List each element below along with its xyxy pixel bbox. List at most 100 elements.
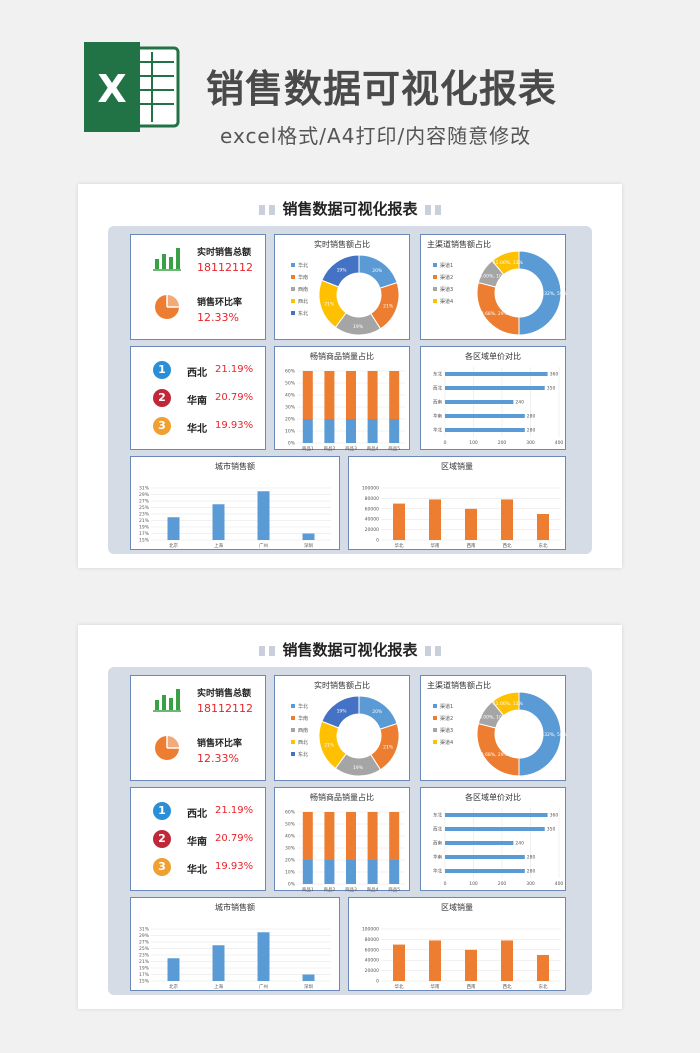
- y-tick-label: 15%: [139, 979, 150, 985]
- donut-data-label: 28.68%, 29%: [478, 311, 509, 317]
- x-tick-label: 深圳: [304, 983, 313, 990]
- rank-region-value: 20.79%: [215, 392, 254, 403]
- bar: [537, 955, 549, 981]
- legend-swatch: [291, 263, 295, 267]
- legend-label: 东北: [298, 310, 308, 317]
- page-title: 销售数据可视化报表: [206, 67, 558, 111]
- channel-pie-chart: 50.32%, 50% 渠道1 28.68%, 29% 渠道2 10.00%, 10% 渠…: [433, 250, 567, 336]
- legend-label: 渠道1: [440, 703, 453, 710]
- legend-label: 渠道1: [440, 262, 453, 269]
- y-tick-label: 17%: [139, 972, 150, 978]
- x-tick-label: 100: [469, 440, 478, 446]
- y-tick-label: 30%: [285, 405, 296, 411]
- sheet-preview-2: 销售数据可视化报表 实时销售总额 18112112 销售环比率 12.33%: [78, 625, 622, 1009]
- bar: [445, 869, 525, 873]
- bar: [429, 499, 441, 540]
- city-title: 城市销售额: [215, 462, 255, 471]
- y-tick-label: 40000: [365, 958, 379, 964]
- y-tick-label: 29%: [139, 933, 150, 939]
- legend-label: 华南: [298, 715, 308, 722]
- price-bar-chart: 0 100 200 300 400 东北 360 西北 350 西南 240 华南 280 华北 280: [433, 367, 563, 446]
- sales-ratio-value: 12.33%: [197, 311, 239, 324]
- bar-data-label: 350: [547, 827, 556, 833]
- kpi-panel: 实时销售总额 18112112 销售环比率 12.33%: [130, 675, 266, 781]
- donut-slice: [476, 281, 520, 336]
- bar-segment: [346, 371, 356, 419]
- legend-label: 华南: [298, 274, 308, 281]
- legend-swatch: [433, 275, 437, 279]
- bar-segment: [346, 860, 356, 884]
- y-tick-label: 27%: [139, 940, 150, 946]
- x-tick-label: 商品2: [323, 445, 335, 451]
- rank-region-name: 华北: [187, 424, 207, 435]
- y-tick-label: 0: [376, 979, 379, 985]
- bar: [465, 949, 477, 981]
- bar: [257, 491, 270, 540]
- channel-panel: 主渠道销售额占比 50.32%, 50% 渠道1 28.68%, 29% 渠道2 10.…: [420, 675, 567, 781]
- bar-segment: [324, 812, 335, 860]
- pie-chart-icon: [155, 736, 179, 760]
- legend-label: 渠道4: [440, 739, 453, 746]
- x-tick-label: 华南: [431, 983, 440, 990]
- y-tick-label: 西南: [433, 399, 442, 406]
- donut-data-label: 21%: [383, 304, 394, 310]
- region-title: 区域销量: [441, 462, 473, 471]
- y-tick-label: 10%: [285, 429, 296, 435]
- legend-label: 东北: [298, 751, 308, 758]
- city-bar-chart: 15%17%19%21%23%25%27%29%31% 北京 上海 广州 深圳: [139, 927, 331, 990]
- rank-badge: 1: [153, 361, 171, 379]
- bar: [445, 372, 548, 376]
- donut-data-label: 21%: [324, 302, 335, 308]
- region-panel: 区域销量 0 20000 40000 60000 80000 100000 华北 华南 西南 西北…: [348, 897, 566, 991]
- bar: [212, 504, 225, 540]
- kpi-panel: 实时销售总额 18112112 销售环比率 12.33%: [130, 234, 266, 340]
- hot-panel: 畅销商品销量占比 0% 10% 20% 30% 40% 50% 60% 商品1 商品2 商品3 商品…: [274, 346, 410, 451]
- y-tick-label: 29%: [139, 492, 150, 498]
- rank-badge: 3: [153, 417, 171, 435]
- realtime-panel: 实时销售额占比 20% 华北 21% 华南 19% 西南 21% 西北 19% 东北: [274, 675, 410, 781]
- region-bar-chart: 0 20000 40000 60000 80000 100000 华北 华南 西南 西北 东北: [362, 927, 561, 990]
- donut-data-label: 19%: [353, 765, 364, 771]
- bar-segment: [346, 419, 356, 443]
- total-sales-value: 18112112: [197, 702, 253, 715]
- y-tick-label: 10%: [285, 870, 296, 876]
- y-tick-label: 100000: [362, 486, 379, 492]
- legend-swatch: [291, 275, 295, 279]
- rank-region-name: 西北: [187, 368, 207, 379]
- bar: [465, 508, 477, 540]
- donut-slice: [518, 691, 562, 777]
- donut-data-label: 50.32%, 50%: [537, 291, 567, 297]
- channel-pie-chart: 50.32%, 50% 渠道1 28.68%, 29% 渠道2 10.00%, 10% 渠…: [433, 691, 567, 777]
- bar-segment: [302, 860, 313, 884]
- y-tick-label: 100000: [362, 927, 379, 933]
- x-tick-label: 商品2: [323, 886, 335, 892]
- y-tick-label: 0%: [288, 441, 296, 447]
- legend-label: 渠道2: [440, 715, 453, 722]
- bar-segment: [367, 419, 378, 443]
- excel-icon: X: [84, 42, 180, 132]
- price-title: 各区域单价对比: [465, 793, 521, 802]
- x-tick-label: 商品5: [388, 445, 400, 451]
- y-tick-label: 西北: [433, 826, 442, 833]
- rank-region-name: 华南: [187, 396, 207, 407]
- donut-data-label: 20%: [372, 268, 383, 274]
- x-tick-label: 北京: [169, 983, 178, 990]
- donut-data-label: 11.00%, 11%: [493, 260, 524, 266]
- legend-label: 渠道3: [440, 286, 453, 293]
- rank-region-name: 西北: [187, 809, 207, 820]
- excel-logo-letter: X: [97, 67, 126, 111]
- y-tick-label: 0: [376, 538, 379, 544]
- legend-label: 西北: [298, 739, 308, 746]
- price-bar-chart: 0 100 200 300 400 东北 360 西北 350 西南 240 华南 280 华北 280: [433, 808, 563, 887]
- donut-slice: [321, 254, 360, 288]
- bar: [445, 400, 514, 404]
- bar-segment: [367, 371, 378, 419]
- y-tick-label: 31%: [139, 927, 150, 933]
- sheet-title: 销售数据可视化报表: [78, 198, 622, 219]
- x-tick-label: 商品4: [367, 886, 379, 892]
- donut-data-label: 10.00%, 10%: [476, 714, 507, 720]
- city-title: 城市销售额: [215, 903, 255, 912]
- legend-label: 渠道3: [440, 727, 453, 734]
- bar-segment: [324, 371, 335, 419]
